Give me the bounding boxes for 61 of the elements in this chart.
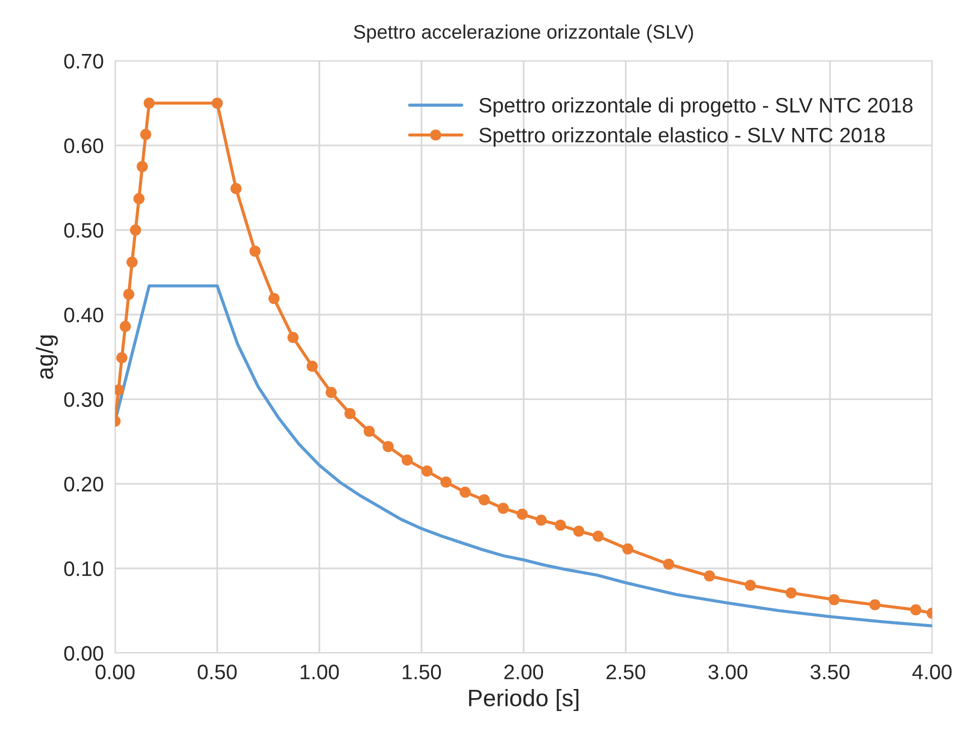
point [126, 256, 138, 268]
point [516, 508, 528, 520]
x-tick-label: 4.00 [912, 664, 952, 680]
point [440, 476, 452, 488]
y-tick-label: 0.60 [64, 138, 104, 154]
point [592, 530, 604, 542]
x-axis-title: Periodo [s] [469, 689, 578, 712]
point [498, 502, 509, 514]
point [869, 599, 881, 610]
y-tick-label: 0.20 [64, 476, 104, 492]
point [144, 98, 155, 109]
x-tick-label: 0.00 [96, 664, 135, 680]
point [364, 426, 375, 437]
point [536, 514, 547, 526]
point [212, 98, 223, 109]
y-tick-label: 0.30 [64, 392, 104, 407]
point [130, 224, 142, 236]
point [478, 494, 490, 506]
point [573, 526, 584, 537]
point [249, 246, 261, 257]
point [460, 486, 471, 498]
point [133, 193, 145, 204]
x-tick-label: 0.50 [198, 664, 237, 680]
point [344, 408, 356, 420]
point [744, 580, 756, 591]
point [116, 352, 128, 364]
point [622, 543, 634, 554]
x-tick-label: 1.00 [300, 664, 339, 680]
point [123, 288, 134, 300]
legend-label: Spettro orizzontale di progetto - SLV NTC 2018 [479, 97, 913, 117]
line-series [115, 284, 932, 628]
x-tick-label: 2.50 [606, 664, 646, 680]
legend-label: Spettro orizzontale elastico - SLV NTC 2018 [479, 127, 885, 147]
point [663, 558, 674, 570]
point [910, 604, 922, 616]
point [230, 183, 242, 194]
x-tick-label: 3.00 [708, 664, 748, 680]
point [382, 441, 394, 452]
point [326, 386, 337, 398]
point [268, 292, 280, 304]
point [287, 332, 299, 344]
y-tick-label: 0.00 [64, 646, 104, 661]
x-tick-label: 3.50 [810, 664, 850, 680]
point [120, 320, 131, 332]
point [402, 454, 413, 466]
y-tick-label: 0.70 [64, 54, 104, 69]
point [786, 587, 797, 598]
point [306, 360, 318, 372]
x-tick-label: 1.50 [402, 664, 441, 680]
point [136, 161, 148, 172]
chart-title: Spettro accelerazione orizzontale (SLV) [354, 24, 694, 43]
point [421, 466, 433, 477]
y-tick-label: 0.40 [64, 308, 104, 322]
y-tick-label: 0.10 [64, 561, 104, 576]
point [828, 594, 840, 606]
point [140, 128, 152, 140]
point [554, 520, 566, 531]
y-axis-title: ag/g [36, 335, 58, 379]
point [704, 570, 716, 582]
y-tick-label: 0.50 [64, 223, 104, 238]
x-tick-label: 2.00 [504, 664, 544, 680]
